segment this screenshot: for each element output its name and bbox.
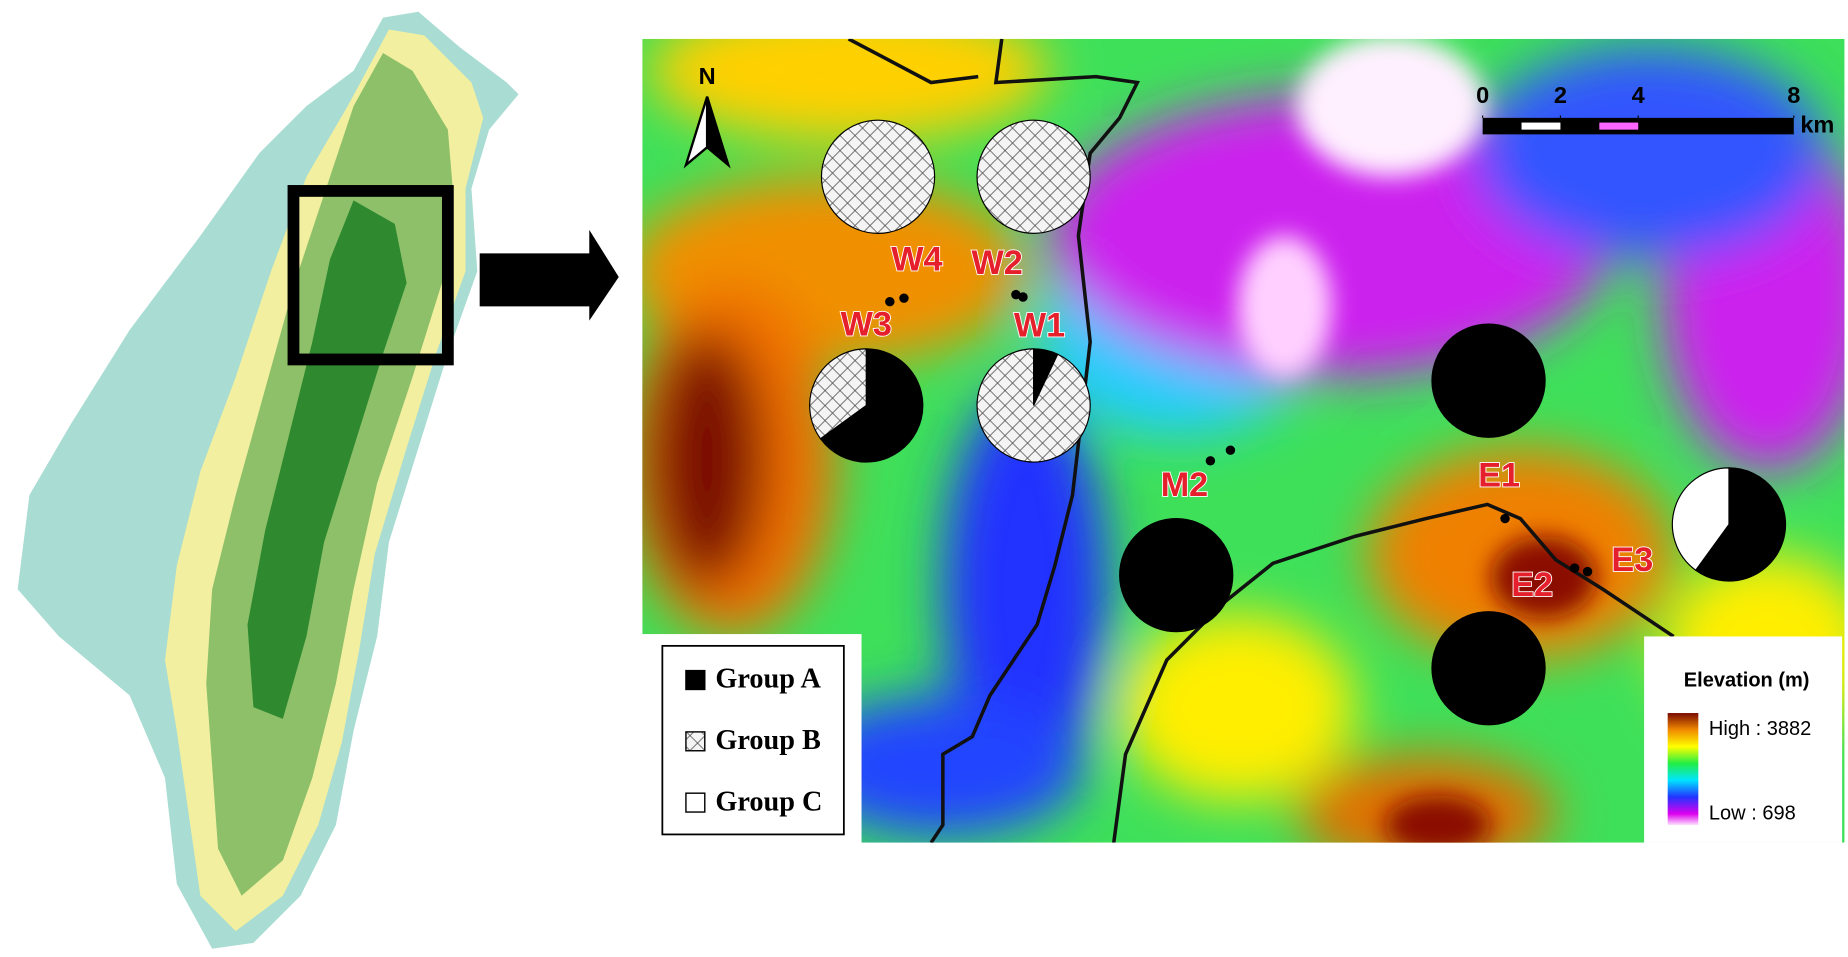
legend-label: Group A (715, 664, 821, 695)
elevation-legend: Elevation (m) High : 3882 Low : 698 (1644, 636, 1842, 842)
site-label: W1 (1014, 307, 1065, 345)
north-label: N (699, 63, 716, 89)
legend-swatch (686, 671, 705, 690)
pie-slice (1432, 612, 1545, 725)
site-label: M2 (1161, 466, 1208, 504)
scale-tick-label: 4 (1632, 82, 1645, 108)
site-label: W4 (891, 241, 942, 279)
pie-slice (1432, 324, 1545, 437)
pie-slice (1120, 519, 1233, 632)
site-point (899, 293, 908, 302)
pie-slice (977, 349, 1090, 462)
elevation-high: High : 3882 (1709, 718, 1811, 740)
scale-tick-label: 8 (1787, 82, 1800, 108)
site-label: W2 (971, 244, 1022, 282)
pie-slice (821, 120, 934, 233)
elevation-title: Elevation (m) (1684, 670, 1810, 692)
group-legend: Group A Group B Group C (631, 634, 862, 846)
elevation-ramp (1668, 713, 1699, 825)
site-label: E2 (1511, 566, 1553, 604)
site-point (1570, 563, 1579, 572)
site-label: W3 (841, 305, 892, 343)
scale-bar-segment (1599, 123, 1638, 130)
legend-swatch (686, 793, 705, 812)
legend-label: Group C (715, 786, 822, 817)
site-point (1583, 567, 1592, 576)
elevation-low: Low : 698 (1709, 803, 1796, 825)
site-point (1500, 514, 1509, 523)
pie-slice (977, 120, 1090, 233)
figure: N km 0248 W4W2W3W1M2E1E2E3 Group AGroup … (0, 0, 1848, 957)
legend-swatch (686, 732, 705, 751)
site-label: E1 (1478, 456, 1520, 494)
site-label: E3 (1611, 541, 1653, 579)
site-point (1018, 292, 1027, 301)
scale-unit: km (1800, 111, 1834, 137)
scale-bar-segment (1522, 123, 1561, 130)
scale-tick-label: 2 (1554, 82, 1567, 108)
scale-tick-label: 0 (1476, 82, 1489, 108)
site-point (1206, 456, 1215, 465)
taiwan-inset (18, 12, 619, 949)
legend-label: Group B (715, 725, 821, 756)
site-point (1226, 446, 1235, 455)
